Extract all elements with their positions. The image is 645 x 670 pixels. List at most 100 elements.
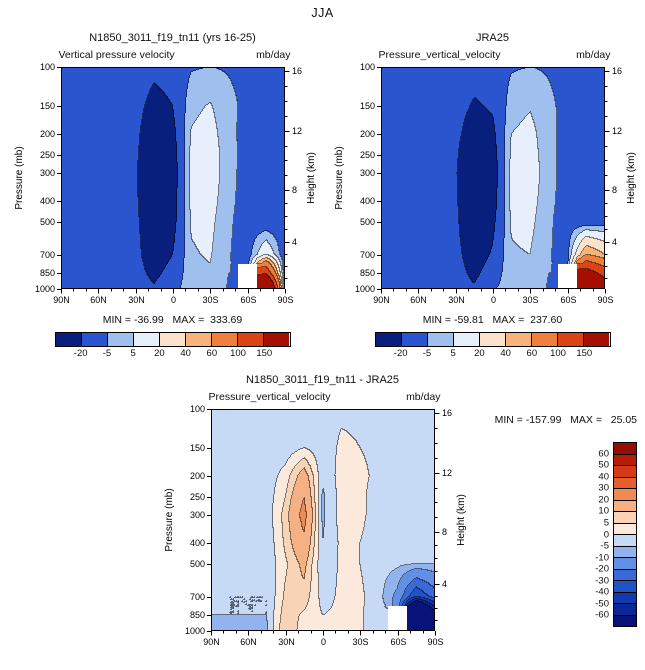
minmax-label-diff: MIN = -157.99 MAX = 25.05 [494, 414, 637, 426]
colorbar-tick-label: 60 [206, 348, 218, 359]
colorbar-cell [614, 603, 636, 615]
colorbar-tick-label: -20 [595, 563, 609, 575]
colorbar-cell [614, 614, 636, 626]
colorbar-tick-label: 40 [180, 348, 191, 359]
colorbar-tick-label: 150 [256, 348, 273, 359]
colorbar-tick-label: 40 [598, 471, 609, 483]
colorbar-tick-label: 50 [598, 459, 609, 471]
colorbar-cell [614, 443, 636, 454]
panel-diff: N1850_3011_f19_tn11 - JRA25 Pressure_ver… [156, 374, 469, 656]
field-name-label: Vertical pressure velocity [58, 49, 175, 61]
colorbar-tick-label: 40 [500, 348, 511, 359]
panel-title-model: N1850_3011_f19_tn11 (yrs 16-25) [89, 32, 256, 44]
colorbar-tick-label: -20 [73, 348, 88, 359]
colorbar-cell [614, 591, 636, 603]
colorbar-tick-label: 5 [450, 348, 456, 359]
colorbar-tick-labels: 60 50 40 30 20 10 5 0 -5 -10 -20 -30 -40 -50 -60 [579, 442, 613, 627]
contour-plot-diff [156, 404, 469, 656]
colorbar-cell [614, 488, 636, 500]
colorbar-cell [375, 333, 401, 346]
colorbar-cell [237, 333, 264, 346]
colorbar-cell [614, 545, 636, 557]
colorbar-cell [263, 333, 290, 346]
panel-model: N1850_3011_f19_tn11 (yrs 16-25) Vertical… [6, 32, 319, 360]
panel-title-jra: JRA25 [475, 32, 510, 44]
colorbar-model: -20 -5 5 20 40 60 100 150 [54, 332, 291, 360]
colorbar-cell [614, 522, 636, 534]
colorbar-cell [55, 333, 81, 346]
diff-legend-block: MIN = -157.99 MAX = 25.05 60 50 40 30 20 10 5 0… [495, 414, 637, 627]
colorbar-tick-label: 20 [598, 494, 609, 506]
colorbar-cell [531, 333, 558, 346]
panel-jra: JRA25 Pressure_vertical_velocity mb/day … [326, 32, 639, 360]
colorbar-tick-label: 100 [550, 348, 566, 359]
colorbar-tick-label: -5 [422, 348, 432, 359]
colorbar-cell [557, 333, 584, 346]
plot-header-diff: Pressure_vertical_velocity mb/day [209, 391, 441, 403]
colorbar-tick-label: 20 [154, 348, 165, 359]
colorbar-cell [400, 333, 427, 346]
colorbar-tick-label: 5 [130, 348, 136, 359]
colorbar-cell [185, 333, 212, 346]
colorbar-cell [211, 333, 238, 346]
colorbar-cell [426, 333, 453, 346]
units-label: mb/day [256, 49, 291, 61]
colorbar-tick-label: -5 [600, 540, 609, 552]
colorbar-tick-label: 60 [526, 348, 538, 359]
bottom-panel-row: N1850_3011_f19_tn11 - JRA25 Pressure_ver… [0, 374, 645, 656]
colorbar-tick-label: 60 [598, 448, 609, 460]
colorbar-tick-label: 5 [603, 517, 609, 529]
colorbar-tick-labels: -20 -5 5 20 40 60 100 150 [55, 347, 291, 360]
colorbar-cell [106, 333, 133, 346]
colorbar-cell [614, 580, 636, 592]
colorbar-cell [614, 511, 636, 523]
colorbar-tick-label: -50 [595, 598, 609, 610]
field-name-label: Pressure_vertical_velocity [208, 391, 331, 403]
colorbar-cell [452, 333, 479, 346]
minmax-label-jra: MIN = -59.81 MAX = 237.60 [422, 314, 563, 326]
colorbar-cell [158, 333, 186, 346]
colorbar-cell [80, 333, 107, 346]
colorbar-cell [614, 465, 636, 477]
page-title: JJA [311, 6, 334, 20]
vertical-colorbar: 60 50 40 30 20 10 5 0 -5 -10 -20 -30 -40 -50 -60 [579, 442, 637, 627]
colorbar-cell [478, 333, 506, 346]
colorbar-tick-label: 100 [230, 348, 246, 359]
field-name-label: Pressure_vertical_velocity [378, 49, 501, 61]
colorbar-tick-labels: -20 -5 5 20 40 60 100 150 [375, 347, 611, 360]
colorbar-cell [132, 333, 159, 346]
colorbar-diff: 60 50 40 30 20 10 5 0 -5 -10 -20 -30 -40 -50 -60 [579, 426, 637, 627]
colorbar-tick-label: -40 [595, 586, 609, 598]
colorbar-tick-label: -5 [102, 348, 112, 359]
colorbar-tick-label: -20 [393, 348, 408, 359]
colorbar-cells [54, 332, 291, 347]
colorbar-tick-label: -60 [595, 609, 609, 621]
colorbar-cell [614, 568, 636, 580]
minmax-label-model: MIN = -36.99 MAX = 333.69 [102, 314, 243, 326]
colorbar-cell [614, 534, 636, 546]
colorbar-tick-label: 150 [576, 348, 593, 359]
colorbar-jra: -20 -5 5 20 40 60 100 150 [374, 332, 611, 360]
contour-plot-jra [326, 62, 639, 314]
colorbar-tick-label: -30 [595, 575, 609, 587]
panel-title-diff: N1850_3011_f19_tn11 - JRA25 [245, 374, 400, 386]
colorbar-cells [374, 332, 611, 347]
colorbar-cell [583, 333, 610, 346]
colorbar-tick-label: 20 [474, 348, 485, 359]
colorbar-tick-label: 10 [598, 505, 609, 517]
top-panel-row: N1850_3011_f19_tn11 (yrs 16-25) Vertical… [0, 32, 645, 360]
colorbar-cell [614, 453, 636, 465]
colorbar-cell [505, 333, 532, 346]
colorbar-tick-label: -10 [595, 552, 609, 564]
colorbar-tick-label: 30 [598, 482, 609, 494]
colorbar-cell [614, 476, 636, 488]
colorbar-cells [613, 442, 637, 627]
plot-header-jra: Pressure_vertical_velocity mb/day [379, 49, 611, 61]
units-label: mb/day [406, 391, 441, 403]
colorbar-cell [614, 499, 636, 511]
plot-header-model: Vertical pressure velocity mb/day [59, 49, 291, 61]
colorbar-cell [614, 557, 636, 569]
colorbar-tick-label: 0 [603, 529, 609, 540]
contour-plot-model [6, 62, 319, 314]
